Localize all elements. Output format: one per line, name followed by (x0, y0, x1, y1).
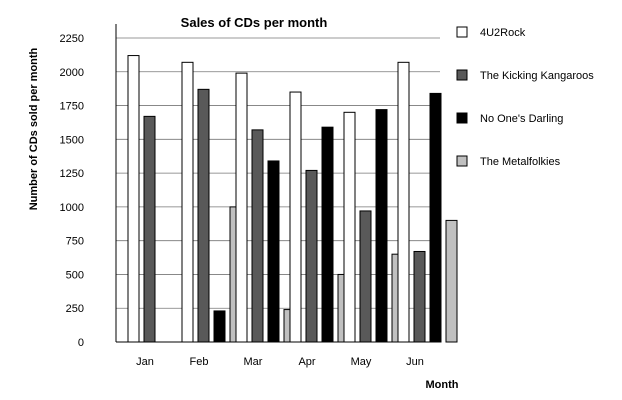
y-tick-label: 2250 (60, 33, 84, 45)
bar (429, 92, 442, 343)
legend-swatch (456, 112, 468, 124)
x-tick-label: May (351, 356, 372, 368)
x-tick-label: Jun (406, 356, 424, 368)
y-tick-label: 1250 (60, 168, 84, 180)
bar (127, 55, 140, 343)
x-axis-label: Month (426, 379, 459, 391)
legend-swatch (456, 155, 468, 167)
y-tick-label: 1000 (60, 202, 84, 214)
bar (289, 91, 302, 343)
legend-label: The Metalfolkies (480, 156, 561, 168)
y-tick-labels: 0 250 500 750 1000 1250 1500 1750 2000 2250 (60, 33, 84, 349)
bar (197, 88, 210, 343)
bar (343, 111, 356, 343)
y-tick-label: 750 (66, 236, 84, 248)
bar (267, 160, 280, 343)
x-tick-label: Mar (244, 356, 263, 368)
bar (413, 250, 426, 343)
bar (359, 210, 372, 343)
legend-label: The Kicking Kangaroos (480, 70, 594, 82)
x-tick-labels: Jan Feb Mar Apr May Jun (136, 356, 424, 368)
y-axis-label: Number of CDs sold per month (28, 47, 40, 210)
y-tick-label: 0 (78, 337, 84, 349)
chart-title: Sales of CDs per month (181, 15, 328, 30)
axes (115, 24, 440, 343)
y-tick-label: 2000 (60, 67, 84, 79)
y-tick-label: 1500 (60, 134, 84, 146)
bar (321, 126, 334, 343)
bar (213, 310, 226, 343)
legend-label: 4U2Rock (480, 27, 526, 39)
bar (143, 115, 156, 343)
legend-label: No One's Darling (480, 113, 563, 125)
y-tick-label: 500 (66, 269, 84, 281)
legend-swatch (456, 69, 468, 81)
bar (181, 61, 194, 343)
bar (375, 109, 388, 343)
bar (235, 72, 248, 343)
y-tick-label: 1750 (60, 101, 84, 113)
bar (397, 61, 410, 343)
x-tick-label: Feb (190, 356, 209, 368)
y-tick-label: 250 (66, 303, 84, 315)
bar (445, 219, 458, 343)
legend-swatch (456, 26, 468, 38)
bar (251, 129, 264, 343)
bar (305, 169, 318, 343)
legend: 4U2Rock The Kicking Kangaroos No One's Dar… (456, 26, 594, 168)
x-tick-label: Apr (298, 356, 315, 368)
x-tick-label: Jan (136, 356, 154, 368)
bars (127, 55, 458, 343)
